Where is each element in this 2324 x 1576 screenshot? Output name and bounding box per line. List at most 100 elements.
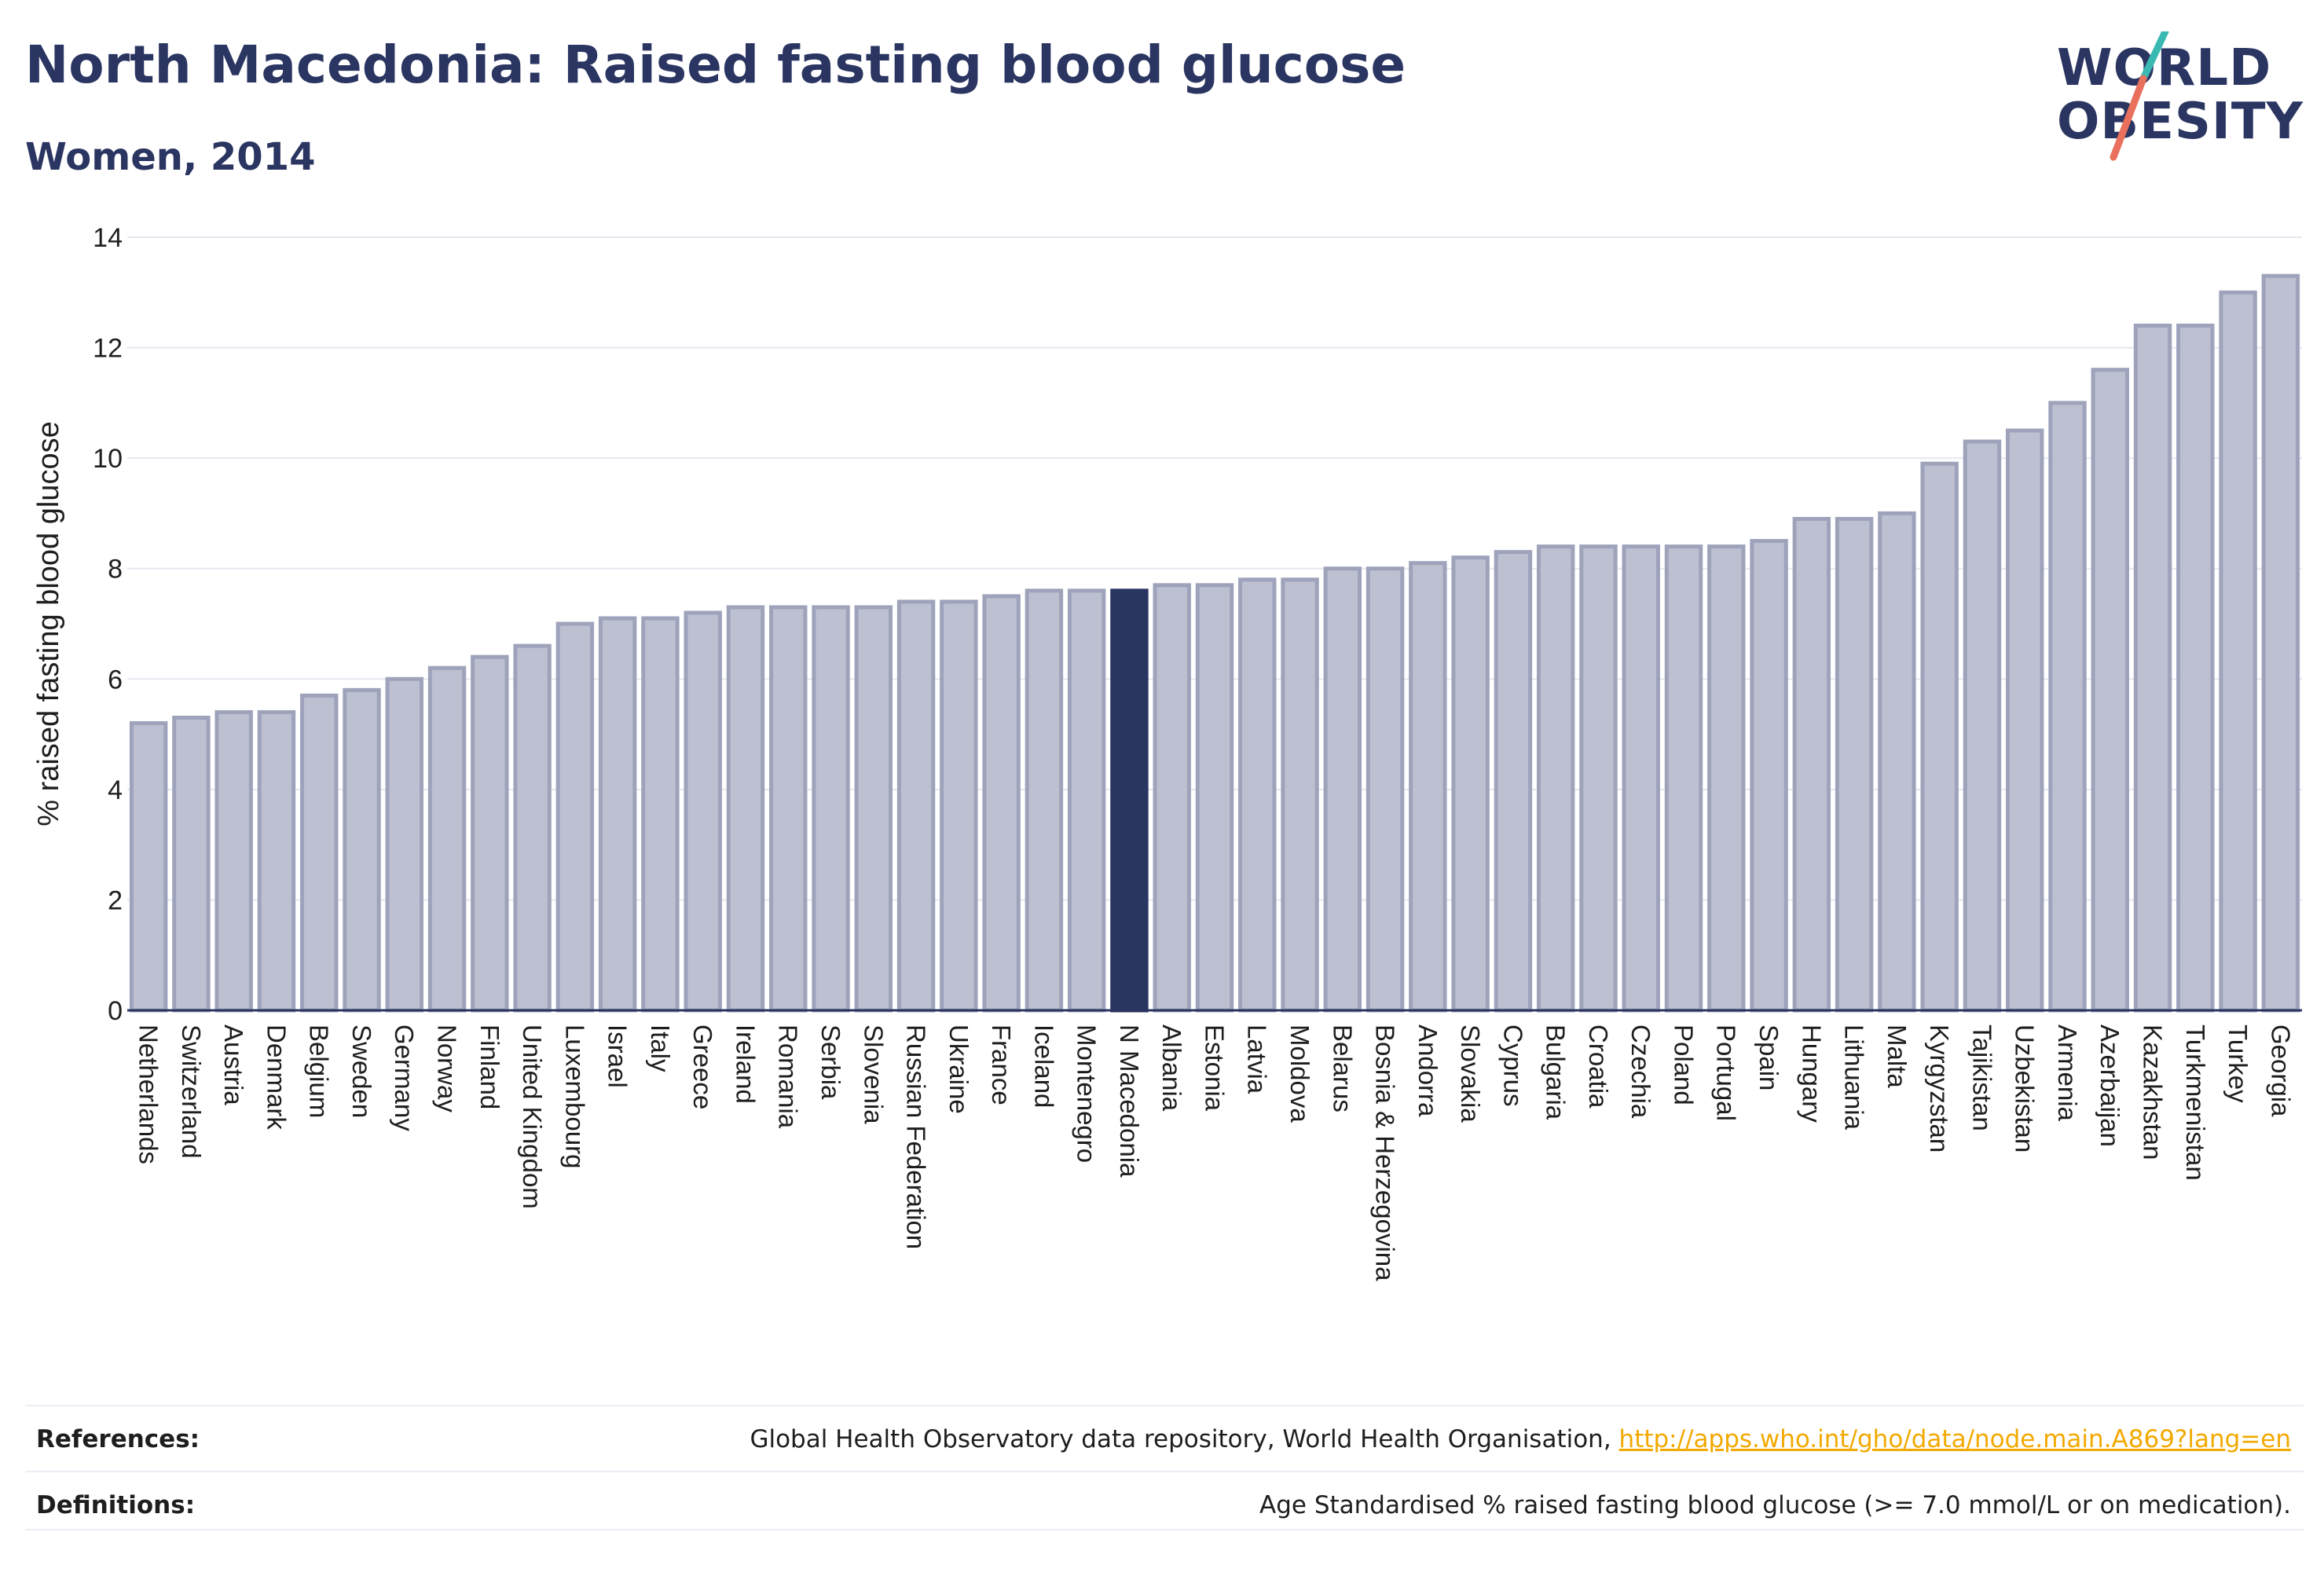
bar-kazakhstan: [2133, 323, 2172, 1013]
bar-slovakia: [1451, 555, 1490, 1013]
x-tick-label: Netherlands: [134, 1024, 163, 1164]
x-tick-label: Austria: [219, 1024, 248, 1105]
x-tick-label: Switzerland: [177, 1024, 206, 1159]
x-tick-label: Belgium: [305, 1024, 334, 1118]
y-tick-label: 14: [93, 223, 123, 253]
y-tick-label: 4: [108, 775, 123, 805]
x-tick-label: Luxembourg: [560, 1024, 589, 1168]
x-tick-label: Finland: [475, 1024, 504, 1109]
logo-text-line2: OBESITY: [2057, 93, 2304, 151]
bar-chart: 0 2 4 6 8 10 12 14 Netherlands Switzerland Austri…: [32, 223, 2302, 1281]
references-text: Global Health Observatory data repositor…: [750, 1425, 1619, 1453]
x-tick-label: Turkey: [2223, 1024, 2253, 1103]
bar-estonia: [1195, 583, 1234, 1013]
x-tick-label: Serbia: [816, 1024, 845, 1100]
x-tick-label: Turkmenistan: [2181, 1024, 2210, 1181]
x-tick-label: Norway: [433, 1024, 462, 1112]
x-tick-label: Ukraine: [944, 1024, 973, 1114]
x-tick-label: Bulgaria: [1541, 1024, 1571, 1120]
x-tick-label: Kyrgyzstan: [1925, 1024, 1954, 1153]
x-tick-label: Denmark: [262, 1024, 291, 1130]
bar-malta: [1878, 511, 1916, 1013]
bar-finland: [471, 654, 509, 1013]
bar-russian-federation: [896, 599, 936, 1013]
y-tick-label: 2: [108, 885, 123, 915]
x-tick-label: United Kingdom: [518, 1024, 547, 1209]
bar-tajikistan: [1963, 439, 2002, 1013]
bar-andorra: [1409, 561, 1447, 1013]
bar-ireland: [726, 605, 765, 1013]
world-obesity-logo: WORLD OBESITY: [2051, 31, 2310, 165]
y-tick-label: 6: [108, 665, 123, 695]
x-tick-label: Greece: [688, 1024, 717, 1109]
y-tick-label: 8: [108, 555, 123, 585]
x-tick-label: Moldova: [1285, 1024, 1314, 1123]
x-tick-label: Albania: [1157, 1024, 1186, 1112]
x-tick-label: Sweden: [347, 1024, 376, 1118]
bar-n-macedonia: [1110, 588, 1149, 1013]
definitions-row: Definitions: Age Standardised % raised f…: [25, 1471, 2304, 1538]
bar-latvia: [1238, 577, 1277, 1013]
bar-france: [982, 594, 1021, 1013]
y-tick-label: 10: [93, 444, 123, 474]
x-tick-label: Lithuania: [1840, 1024, 1869, 1131]
bar-kyrgyzstan: [1920, 461, 1959, 1013]
references-row: References: Global Health Observatory da…: [25, 1405, 2304, 1472]
bar-lithuania: [1835, 516, 1874, 1013]
bars: [129, 273, 2300, 1013]
x-tick-label: Spain: [1754, 1024, 1783, 1090]
bar-montenegro: [1067, 588, 1106, 1013]
bar-azerbaijan: [2091, 368, 2129, 1013]
page-subtitle: Women, 2014: [25, 135, 316, 179]
x-tick-label: Azerbaijan: [2095, 1024, 2124, 1147]
x-tick-label: Germany: [390, 1024, 419, 1131]
bar-cyprus: [1494, 550, 1533, 1013]
bar-turkmenistan: [2176, 323, 2215, 1013]
references-link[interactable]: http://apps.who.int/gho/data/node.main.A…: [1618, 1425, 2291, 1453]
bar-united-kingdom: [513, 643, 552, 1013]
bar-romania: [769, 605, 808, 1013]
bar-serbia: [812, 605, 850, 1013]
x-tick-label: Kazakhstan: [2138, 1024, 2167, 1160]
references-label: References:: [36, 1425, 200, 1453]
x-tick-label: Ireland: [731, 1024, 760, 1104]
bar-bulgaria: [1536, 544, 1575, 1013]
bar-ukraine: [940, 599, 978, 1013]
logo-text-line1: WORLD: [2057, 39, 2272, 97]
x-tick-label: Czechia: [1626, 1024, 1655, 1119]
x-tick-label: Andorra: [1413, 1024, 1442, 1117]
x-tick-label: Tajikistan: [1967, 1024, 1996, 1131]
bar-spain: [1750, 539, 1788, 1013]
bar-moldova: [1281, 577, 1319, 1013]
y-tick-labels: 0 2 4 6 8 10 12 14: [93, 223, 123, 1026]
bar-belarus: [1323, 566, 1362, 1013]
y-axis-label: % raised fasting blood glucose: [32, 421, 65, 826]
bar-italy: [641, 616, 680, 1013]
x-tick-label: Armenia: [2053, 1024, 2082, 1122]
bar-turkey: [2219, 290, 2257, 1013]
x-tick-label: Slovenia: [859, 1024, 888, 1124]
bar-germany: [385, 676, 423, 1013]
definitions-value: Age Standardised % raised fasting blood …: [1259, 1491, 2291, 1519]
y-tick-label: 0: [108, 996, 123, 1026]
bar-poland: [1664, 544, 1703, 1013]
x-tick-label: Estonia: [1200, 1024, 1229, 1112]
x-tick-label: Israel: [603, 1024, 632, 1088]
bar-armenia: [2048, 401, 2087, 1013]
bar-greece: [684, 610, 722, 1013]
definitions-label: Definitions:: [36, 1491, 196, 1519]
x-tick-label: Cyprus: [1498, 1024, 1527, 1107]
x-tick-label: Malta: [1882, 1024, 1912, 1088]
bar-iceland: [1025, 588, 1064, 1013]
x-tick-label: Poland: [1669, 1024, 1698, 1105]
bar-georgia: [2261, 273, 2300, 1013]
references-value: Global Health Observatory data repositor…: [750, 1425, 2291, 1453]
x-tick-label: Georgia: [2266, 1024, 2295, 1117]
bar-czechia: [1622, 544, 1660, 1013]
bar-belgium: [300, 693, 339, 1013]
x-tick-label: Montenegro: [1072, 1024, 1102, 1163]
x-tick-label: Belarus: [1328, 1024, 1357, 1112]
bar-portugal: [1707, 544, 1746, 1013]
x-tick-label: Portugal: [1712, 1024, 1741, 1121]
footer-divider: [25, 1529, 2304, 1530]
